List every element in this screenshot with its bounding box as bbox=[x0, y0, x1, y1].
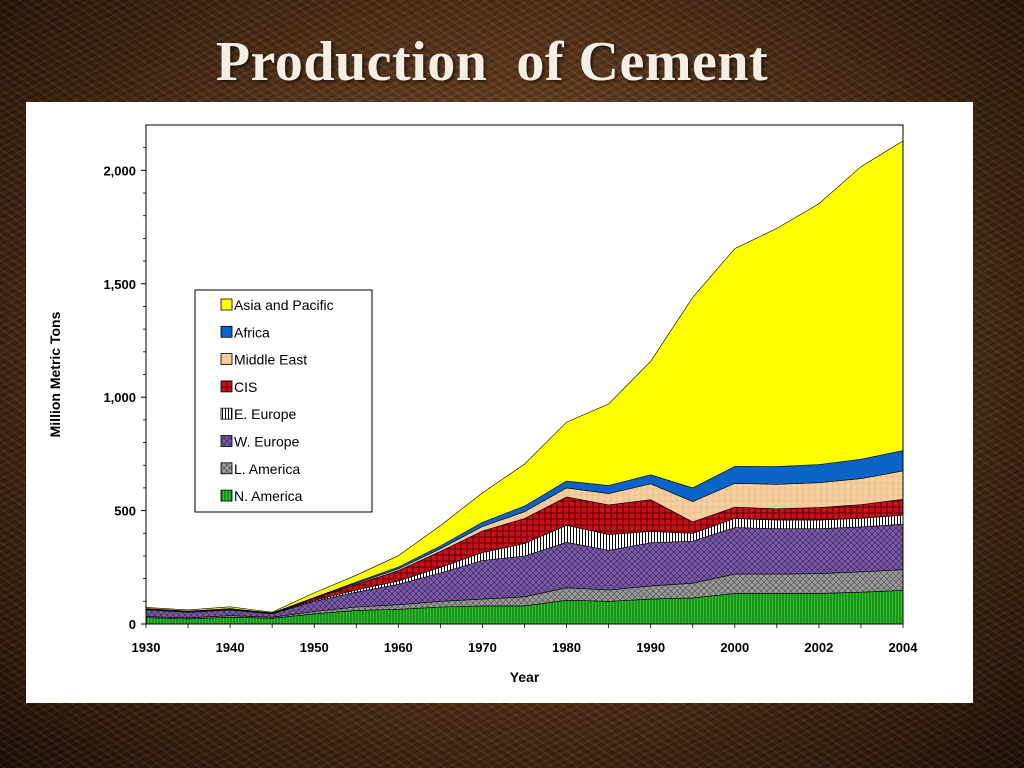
y-tick-label: 0 bbox=[129, 617, 136, 632]
x-tick-label: 1960 bbox=[384, 640, 413, 655]
x-axis-title: Year bbox=[510, 669, 540, 685]
legend-label-l-america: L. America bbox=[234, 461, 300, 477]
legend-box bbox=[194, 289, 373, 513]
x-tick-label: 1980 bbox=[552, 640, 581, 655]
y-tick-label: 1,000 bbox=[103, 390, 136, 405]
x-tick-label: 1990 bbox=[636, 640, 665, 655]
y-tick-label: 2,000 bbox=[103, 163, 136, 178]
legend-swatch-asia-and-pacific bbox=[220, 298, 233, 311]
chart-panel: 0 500 1,000 1,500 2,000 1930 1940 1950 1960 1970 1… bbox=[26, 102, 973, 703]
x-tick-label: 1950 bbox=[300, 640, 329, 655]
legend-swatch-w-europe bbox=[220, 435, 233, 447]
axes: 0 500 1,000 1,500 2,000 1930 1940 1950 1960 1970 1… bbox=[47, 124, 919, 685]
legend-swatch-cis bbox=[220, 380, 233, 393]
legend-label-africa: Africa bbox=[234, 324, 270, 340]
legend-swatch-africa bbox=[220, 325, 233, 338]
y-tick-label: 1,500 bbox=[103, 277, 136, 292]
legend: Asia and Pacific Africa Middle East CIS E. E… bbox=[194, 289, 373, 513]
legend-swatch-e-europe bbox=[220, 407, 233, 420]
legend-label-middle-east: Middle East bbox=[234, 352, 307, 368]
legend-swatch-l-america bbox=[220, 462, 233, 475]
legend-swatch-middle-east bbox=[220, 353, 233, 366]
cement-production-chart: 0 500 1,000 1,500 2,000 1930 1940 1950 1960 1970 1… bbox=[47, 124, 919, 685]
x-tick-label: 2000 bbox=[720, 640, 749, 655]
x-tick-label: 1940 bbox=[216, 640, 245, 655]
legend-label-w-europe: W. Europe bbox=[234, 434, 300, 450]
x-tick-label: 1930 bbox=[132, 640, 161, 655]
slide-title: Production of Cement bbox=[215, 31, 769, 93]
y-axis-title: Million Metric Tons bbox=[47, 311, 63, 437]
legend-label-cis: CIS bbox=[234, 379, 257, 395]
legend-label-e-europe: E. Europe bbox=[234, 406, 296, 422]
x-tick-label: 2002 bbox=[804, 640, 833, 655]
x-tick-label: 2004 bbox=[889, 640, 919, 655]
legend-label-asia-and-pacific: Asia and Pacific bbox=[234, 297, 334, 313]
legend-swatch-n-america bbox=[220, 489, 233, 502]
x-tick-label: 1970 bbox=[468, 640, 497, 655]
y-tick-label: 500 bbox=[114, 504, 136, 519]
area-layers bbox=[145, 125, 904, 625]
legend-label-n-america: N. America bbox=[234, 488, 303, 504]
